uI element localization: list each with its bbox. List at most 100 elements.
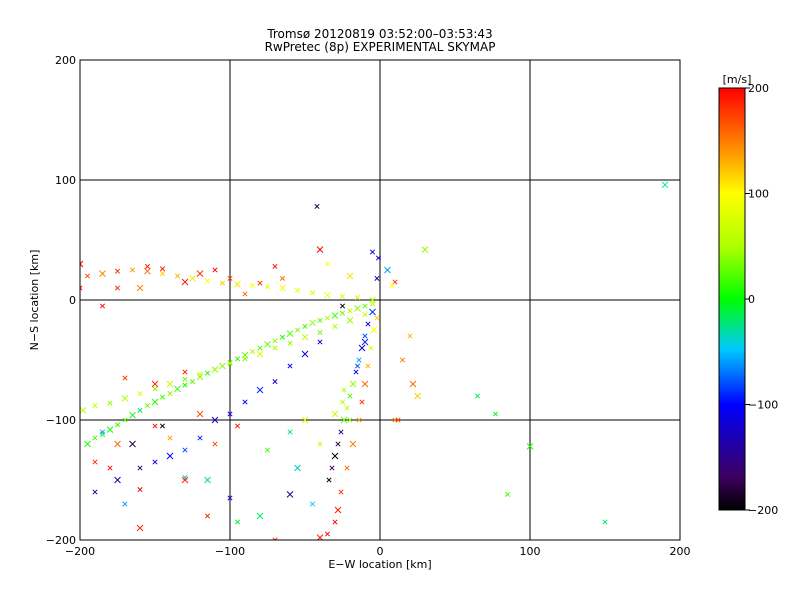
data-point [661,181,669,189]
data-point [204,513,211,519]
data-point [324,531,331,537]
data-point [242,356,248,362]
data-point [80,407,87,414]
data-point [234,356,241,362]
data-point [166,452,174,460]
data-point [346,317,354,324]
data-point [309,501,316,507]
plot-frame [79,59,681,541]
data-point [353,369,359,375]
data-point [204,278,211,284]
data-points [80,181,669,540]
data-point [492,411,499,417]
data-point [301,333,309,341]
data-point [129,411,136,419]
data-point [287,340,293,346]
data-point [409,380,417,388]
data-point [159,271,166,277]
data-point [384,266,391,274]
data-point [347,393,353,399]
colorbar-tick-label: −200 [748,504,778,517]
data-point [256,512,264,520]
data-point [80,260,84,268]
data-point [407,333,413,339]
y-axis-label: N−S location [km] [28,250,41,351]
y-tick-label: −200 [46,534,76,547]
colorbar-tick-label: −100 [748,399,778,412]
data-point [114,285,121,291]
data-point [354,363,361,369]
data-point [92,435,98,441]
data-point [349,440,357,448]
data-point [114,440,121,448]
data-point [389,283,395,289]
data-point [264,284,271,290]
data-point [272,537,278,540]
data-point [286,330,294,337]
data-point [294,464,301,472]
data-point [339,303,346,309]
data-point [174,385,181,393]
data-point [219,362,226,370]
y-tick-label: −100 [46,414,76,427]
data-point [602,519,608,525]
data-point [167,391,173,397]
data-point [137,407,143,413]
data-point [301,416,309,424]
data-point [326,477,332,483]
data-point [137,465,143,471]
data-point [182,376,188,382]
data-point [114,422,121,428]
data-point [159,394,166,400]
data-point [338,429,344,435]
data-point [151,380,159,388]
data-point [374,275,380,281]
data-point [294,327,301,333]
data-point [92,403,98,409]
data-point [227,359,233,365]
data-point [399,357,406,363]
data-point [361,338,369,346]
data-point [354,295,361,301]
data-point [227,495,233,501]
y-tick-label: 100 [55,174,76,187]
data-point [114,476,121,484]
data-point [159,266,166,272]
data-point [129,267,136,273]
data-point [317,329,323,335]
data-point [331,410,339,418]
data-point [317,441,323,447]
data-point [362,311,368,317]
data-point [356,357,362,363]
data-point [257,280,263,286]
data-point [227,361,233,367]
data-point [358,344,366,352]
data-point [347,308,353,314]
data-point [331,312,339,319]
x-tick-label: 200 [670,545,691,558]
data-point [92,459,98,465]
data-point [317,317,323,323]
data-point [370,326,378,334]
data-point [136,284,144,292]
data-point [144,267,151,275]
data-point [346,272,354,280]
grid [80,60,680,540]
data-point [249,283,256,289]
data-point [166,380,174,388]
data-point [324,261,331,267]
data-point [309,319,316,327]
data-point [256,350,264,358]
data-point [359,399,365,405]
data-point [331,452,339,460]
data-point [212,267,218,273]
data-point [334,506,342,514]
data-point [257,345,263,351]
data-point [196,270,204,277]
data-point [369,308,376,316]
data-point [106,426,114,433]
data-point [354,305,361,312]
data-point [182,382,188,388]
data-point [264,447,271,453]
data-point [335,441,341,447]
